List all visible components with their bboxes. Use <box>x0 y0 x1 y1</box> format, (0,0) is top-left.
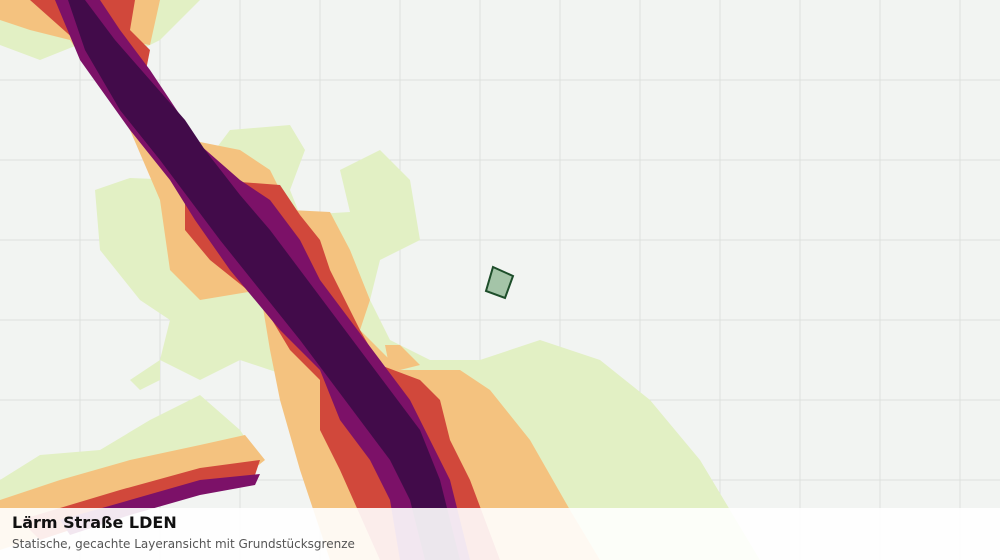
layer-subtitle: Statische, gecachte Layeransicht mit Gru… <box>12 537 355 551</box>
parcel-boundary <box>484 265 515 300</box>
caption-panel: Lärm Straße LDEN Statische, gecachte Lay… <box>0 508 1000 560</box>
noise-zone-70 <box>68 0 460 560</box>
layer-title: Lärm Straße LDEN <box>12 513 177 532</box>
